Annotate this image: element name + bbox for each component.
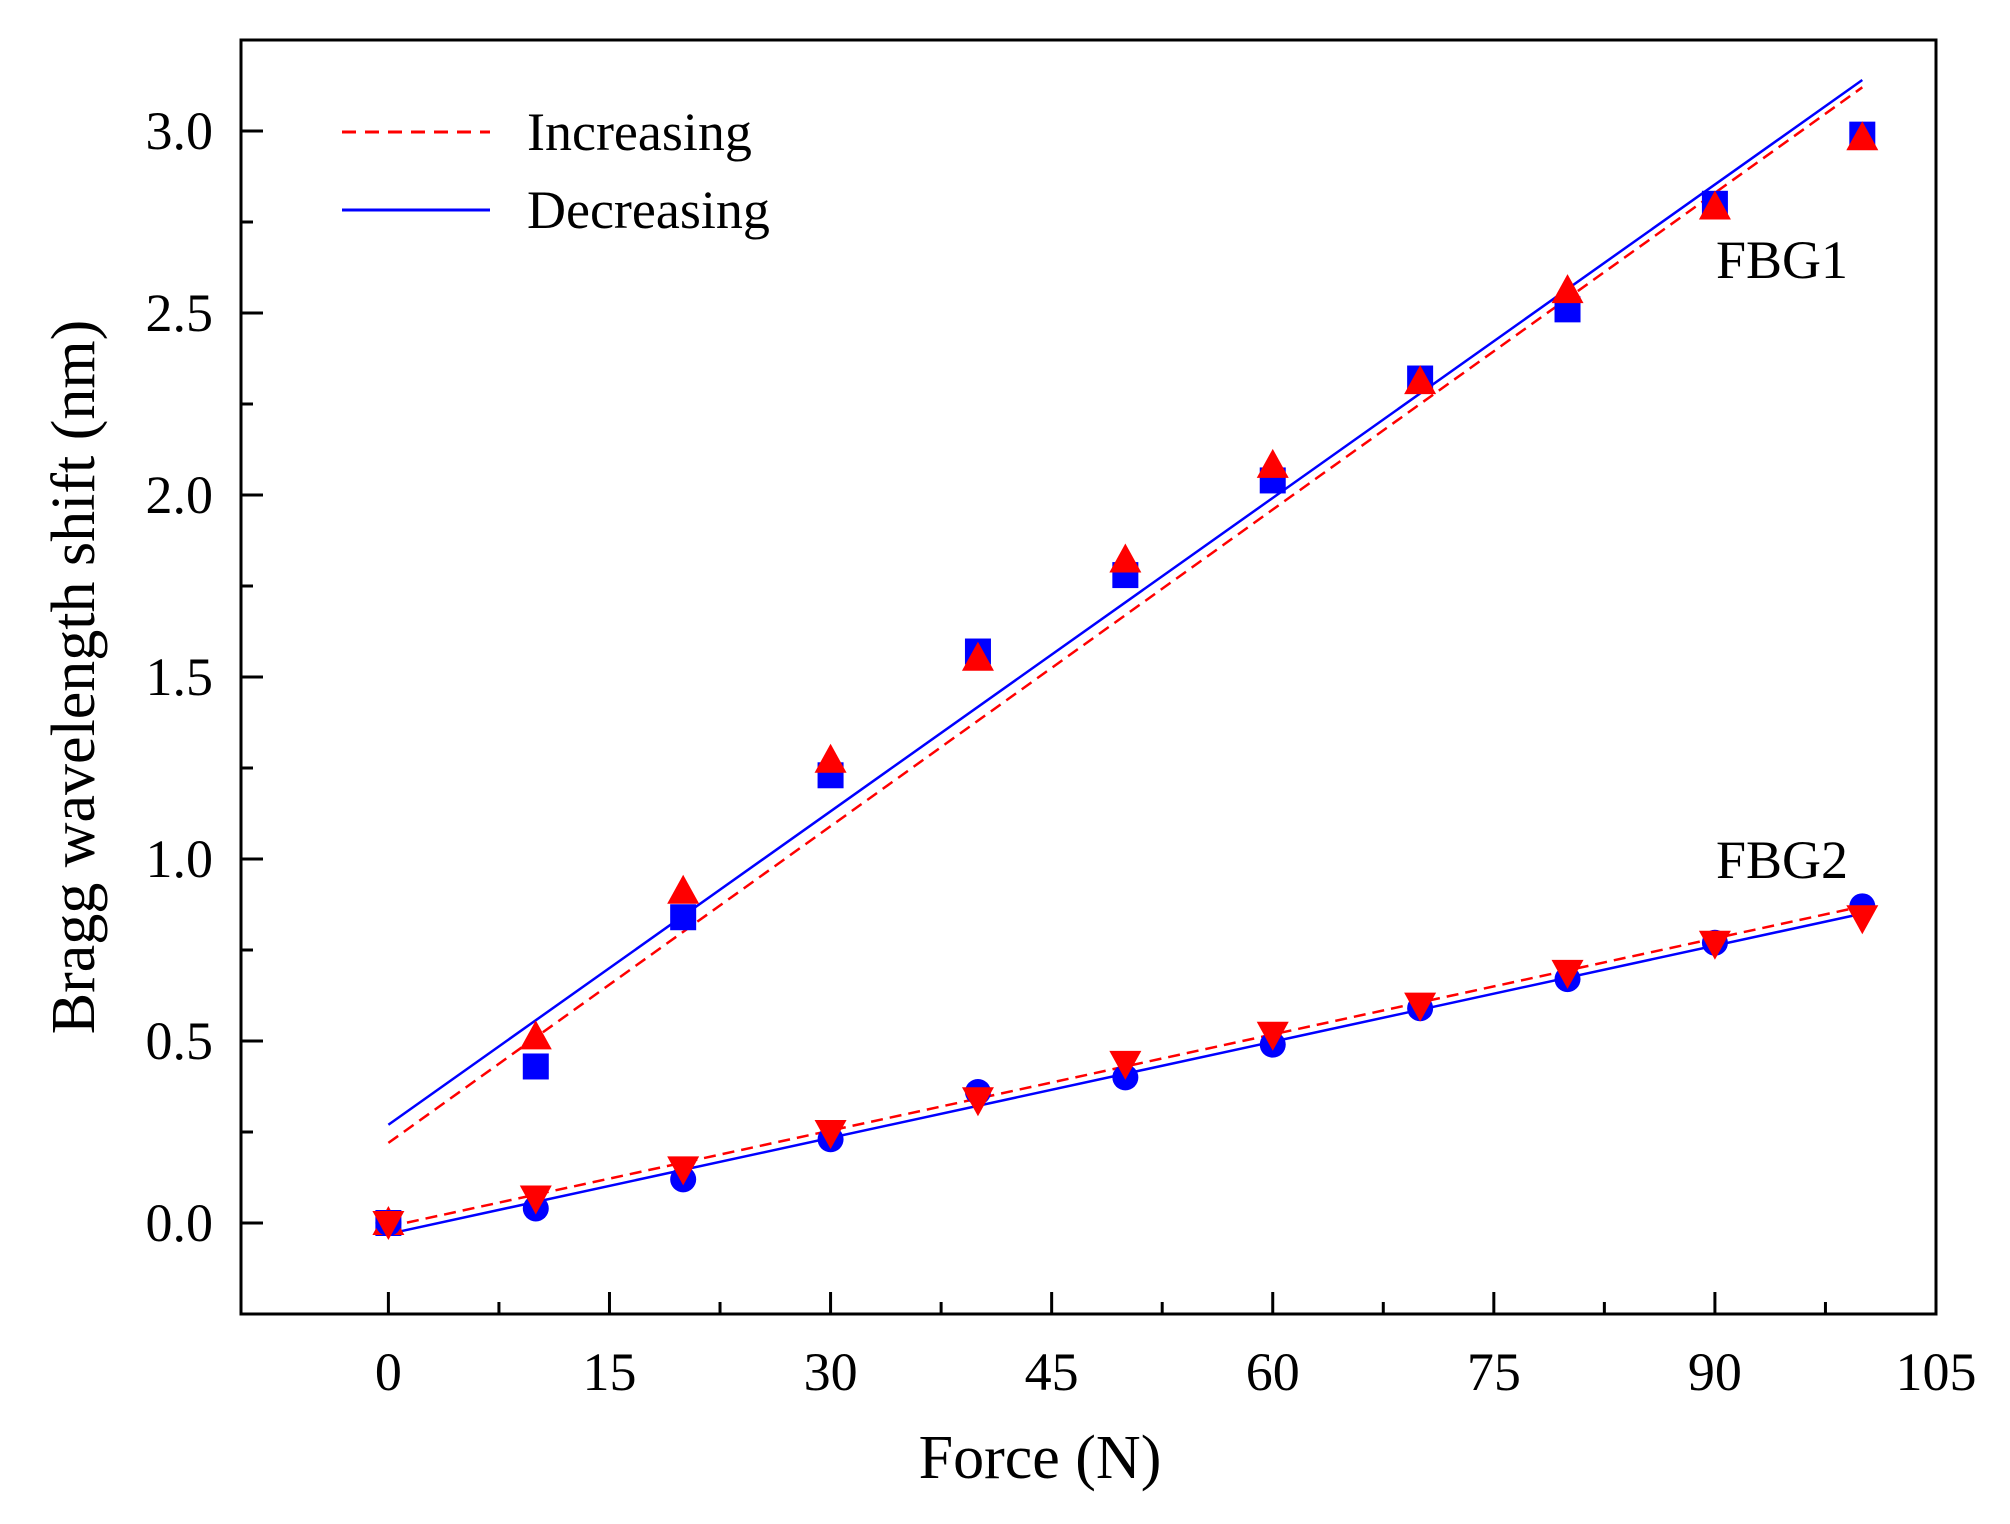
y-tick-label: 2.0 bbox=[146, 465, 214, 525]
data-point bbox=[372, 1211, 405, 1240]
data-point bbox=[670, 904, 697, 931]
x-axis-title: Force (N) bbox=[919, 1424, 1162, 1492]
data-point bbox=[1404, 365, 1437, 395]
data-point bbox=[519, 1185, 552, 1215]
annotation-fbg1: FBG1 bbox=[1716, 230, 1848, 290]
data-point bbox=[522, 1053, 549, 1080]
annotation-fbg2: FBG2 bbox=[1716, 830, 1848, 890]
data-point bbox=[667, 1156, 700, 1186]
data-point bbox=[1109, 543, 1142, 573]
data-point bbox=[814, 743, 847, 773]
x-tick-label: 90 bbox=[1688, 1342, 1742, 1402]
data-point bbox=[1698, 930, 1731, 960]
plot-frame bbox=[239, 38, 1938, 1316]
data-point bbox=[1698, 190, 1731, 220]
data-point bbox=[1846, 905, 1879, 935]
y-tick-label: 0.5 bbox=[146, 1011, 214, 1071]
data-points bbox=[372, 121, 1879, 1240]
x-tick-label: 45 bbox=[1025, 1342, 1079, 1402]
x-tick-label: 75 bbox=[1467, 1342, 1521, 1402]
data-point bbox=[667, 874, 700, 904]
data-point bbox=[1846, 121, 1879, 151]
legend: Increasing Decreasing bbox=[342, 102, 770, 240]
y-tick-label: 2.5 bbox=[146, 283, 214, 343]
data-point bbox=[1256, 448, 1289, 478]
fit-line bbox=[387, 86, 1864, 1144]
legend-label-increasing: Increasing bbox=[527, 102, 752, 162]
x-tick-label: 0 bbox=[375, 1342, 402, 1402]
data-point bbox=[961, 1087, 994, 1117]
data-point bbox=[519, 1020, 552, 1050]
data-point bbox=[814, 1120, 847, 1149]
fit-line bbox=[388, 905, 1863, 1228]
data-point bbox=[1256, 1021, 1289, 1051]
x-tick-label: 30 bbox=[804, 1342, 858, 1402]
x-tick-label: 60 bbox=[1246, 1342, 1300, 1402]
y-tick-label: 3.0 bbox=[146, 101, 214, 161]
y-tick-label: 1.0 bbox=[146, 829, 214, 889]
data-point bbox=[961, 641, 994, 671]
fit-line bbox=[387, 79, 1864, 1126]
legend-label-decreasing: Decreasing bbox=[527, 180, 770, 240]
axis-ticks: 0 15 30 45 60 75 90 105 0.0 0.5 1.0 1.5 2.0 2.5 3.0 bbox=[146, 101, 1977, 1402]
data-point bbox=[1404, 992, 1437, 1022]
x-tick-label: 15 bbox=[582, 1342, 636, 1402]
x-tick-label: 105 bbox=[1896, 1342, 1977, 1402]
y-axis-title: Bragg wavelength shift (nm) bbox=[40, 320, 108, 1035]
data-point bbox=[1109, 1050, 1142, 1080]
data-point bbox=[1551, 274, 1584, 304]
y-tick-label: 1.5 bbox=[146, 647, 214, 707]
y-tick-label: 0.0 bbox=[146, 1193, 214, 1253]
data-point bbox=[1551, 959, 1584, 989]
